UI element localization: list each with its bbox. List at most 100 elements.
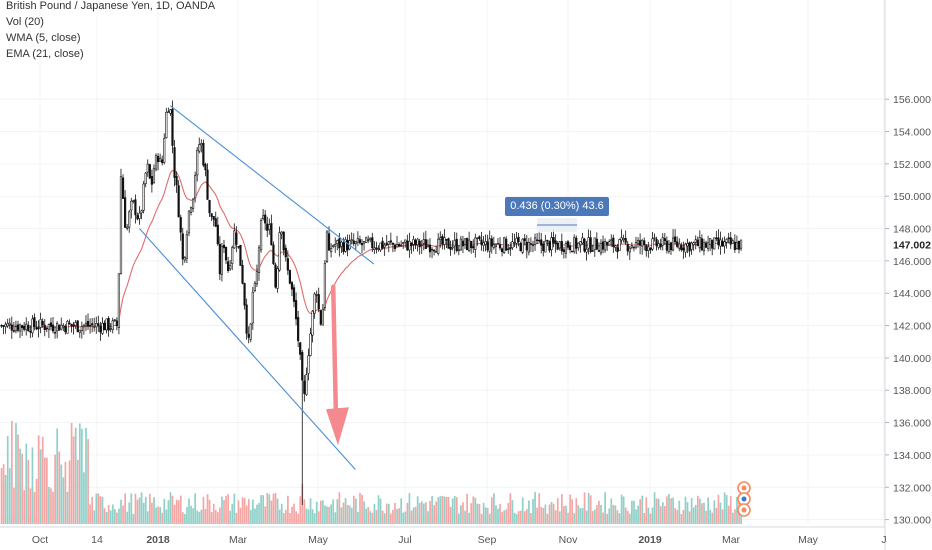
candle-up bbox=[80, 321, 83, 339]
volume-bar bbox=[538, 493, 541, 524]
volume-bar bbox=[635, 509, 637, 524]
candle-down bbox=[210, 213, 213, 221]
candle-body bbox=[404, 239, 407, 243]
candle-body bbox=[517, 236, 520, 243]
candle-up bbox=[690, 241, 693, 255]
volume-bar bbox=[11, 421, 13, 524]
volume-bar bbox=[470, 503, 473, 524]
candle-up bbox=[39, 312, 42, 334]
candle-down bbox=[227, 257, 230, 273]
candle-body bbox=[124, 197, 127, 228]
legend-wma[interactable]: WMA (5, close) bbox=[6, 32, 81, 44]
candle-body bbox=[167, 111, 170, 113]
candle-down bbox=[445, 239, 448, 248]
volume-bar bbox=[620, 494, 623, 524]
event-markers[interactable] bbox=[737, 481, 751, 517]
volume-bar bbox=[60, 464, 63, 524]
volume-bar bbox=[624, 507, 627, 524]
x-tick-label: May bbox=[798, 534, 819, 546]
candle-body bbox=[616, 247, 619, 253]
volume-bar bbox=[208, 499, 211, 524]
candle-up bbox=[132, 199, 135, 204]
volume-bar bbox=[264, 506, 267, 524]
volume-bar bbox=[715, 507, 718, 524]
candle-down bbox=[247, 326, 250, 344]
volume-bar bbox=[27, 459, 30, 524]
candle-up bbox=[579, 241, 582, 253]
candle-up bbox=[614, 244, 617, 252]
volume-bar bbox=[202, 496, 205, 524]
candle-down bbox=[161, 155, 164, 166]
volume-bar bbox=[441, 495, 444, 524]
candle-up bbox=[459, 235, 462, 251]
volume-bar bbox=[206, 494, 209, 524]
candle-down bbox=[490, 235, 493, 254]
candle-body bbox=[154, 155, 158, 170]
volume-bar bbox=[571, 499, 574, 524]
candle-body bbox=[325, 231, 329, 262]
volume-bar bbox=[423, 503, 425, 524]
volume-bar bbox=[375, 509, 378, 524]
candle-down bbox=[665, 236, 668, 254]
volume-bar bbox=[344, 498, 347, 524]
legend-vol[interactable]: Vol (20) bbox=[6, 16, 44, 28]
candle-body bbox=[509, 247, 512, 250]
candle-body bbox=[340, 241, 343, 247]
candle-body bbox=[227, 261, 230, 271]
volume-bar bbox=[128, 502, 131, 524]
candle-body bbox=[527, 242, 530, 253]
volume-bar bbox=[727, 505, 730, 524]
volume-bar bbox=[39, 449, 42, 524]
volume-bar bbox=[445, 497, 448, 524]
candle-down bbox=[643, 237, 646, 251]
volume-bar bbox=[363, 501, 365, 524]
candle-up bbox=[408, 232, 411, 258]
volume-bar bbox=[223, 500, 225, 524]
volume-bar bbox=[488, 513, 491, 524]
candle-body bbox=[531, 244, 535, 247]
y-tick-label: 136.000 bbox=[893, 418, 931, 430]
candle-down bbox=[410, 242, 413, 254]
volume-bar bbox=[548, 504, 551, 524]
candle-down bbox=[222, 240, 226, 254]
event-flag-icon[interactable] bbox=[737, 503, 751, 517]
candle-down bbox=[519, 241, 522, 252]
candle-body bbox=[117, 273, 121, 328]
candle-body bbox=[152, 168, 156, 184]
volume-bar bbox=[149, 493, 151, 524]
candle-up bbox=[329, 243, 333, 258]
candle-body bbox=[416, 238, 419, 246]
volume-bar bbox=[610, 498, 613, 524]
candle-body bbox=[583, 238, 586, 252]
candle-down bbox=[72, 321, 75, 335]
event-flag-icon[interactable] bbox=[737, 492, 751, 506]
volume-bar bbox=[142, 502, 145, 524]
candle-up bbox=[630, 242, 633, 250]
candle-body bbox=[554, 240, 557, 245]
candle-up bbox=[412, 235, 415, 252]
volume-bar bbox=[501, 512, 503, 524]
candle-down bbox=[41, 318, 44, 328]
volume-bar bbox=[643, 512, 646, 524]
legend-ema[interactable]: EMA (21, close) bbox=[6, 48, 84, 60]
candle-down bbox=[107, 316, 110, 337]
volume-bar bbox=[480, 513, 483, 524]
candle-body bbox=[311, 310, 314, 336]
volume-bar bbox=[274, 492, 277, 524]
candle-body bbox=[482, 242, 485, 246]
candle-body bbox=[177, 185, 180, 218]
candle-body bbox=[31, 318, 34, 334]
volume-bar bbox=[338, 492, 341, 524]
volume-bar bbox=[709, 509, 712, 524]
candle-down bbox=[441, 234, 444, 250]
candle-body bbox=[445, 239, 448, 241]
candle-down bbox=[175, 171, 178, 193]
volume-bar bbox=[317, 511, 320, 524]
candle-up bbox=[377, 245, 380, 252]
candle-body bbox=[727, 237, 730, 240]
instrument-title[interactable]: British Pound / Japanese Yen, 1D, OANDA bbox=[6, 0, 216, 12]
candle-up bbox=[323, 260, 327, 311]
candle-body bbox=[159, 158, 162, 162]
candle-body bbox=[457, 249, 460, 251]
